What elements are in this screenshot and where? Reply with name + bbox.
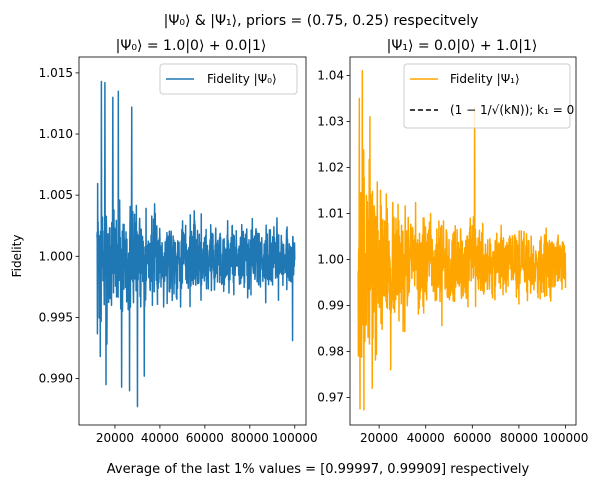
left-x-tick-label: 100000 <box>272 431 318 445</box>
left-legend: Fidelity |Ψ₀⟩ <box>159 63 298 95</box>
left-y-axis-label: Fidelity <box>10 235 24 278</box>
left-legend-box <box>159 63 298 95</box>
right-plot-area: 20000 40000 60000 80000 100000 0.97 0.98 0.99 1.… <box>317 56 589 445</box>
left-x-tick-label: 60000 <box>186 431 224 445</box>
right-y-tick-label: 1.03 <box>317 114 344 128</box>
right-panel: |Ψ₁⟩ = 0.0|0⟩ + 1.0|1⟩ 20000 40000 60000 80… <box>317 38 588 445</box>
right-axes-frame <box>349 56 577 426</box>
right-legend-box <box>403 63 571 129</box>
right-y-tick-label: 0.97 <box>317 390 344 404</box>
right-x-tick-label: 20000 <box>360 431 398 445</box>
left-legend-label: Fidelity |Ψ₀⟩ <box>207 72 277 86</box>
right-legend: Fidelity |Ψ₁⟩ (1 − 1/√(kN)); k₁ = 0 <box>403 63 574 129</box>
left-series-0-line <box>96 80 296 408</box>
left-y-tick-label: 1.005 <box>39 188 73 202</box>
left-panel: |Ψ₀⟩ = 1.0|0⟩ + 0.0|1⟩ Fidelity 20000 400… <box>10 38 318 445</box>
right-y-tick-label: 1.01 <box>317 206 344 220</box>
right-legend-label-bound: (1 − 1/√(kN)); k₁ = 0 <box>450 103 574 117</box>
right-y-tick-label: 1.04 <box>317 68 344 82</box>
left-x-tick-label: 40000 <box>141 431 179 445</box>
left-y-tick-label: 1.010 <box>39 127 73 141</box>
right-x-tick-label: 40000 <box>407 431 445 445</box>
right-legend-label-fidelity: Fidelity |Ψ₁⟩ <box>450 72 520 86</box>
left-y-tick-label: 1.000 <box>39 249 73 263</box>
right-y-tick-label: 0.99 <box>317 298 344 312</box>
right-y-tick-label: 1.02 <box>317 160 344 174</box>
left-y-tick-label: 0.995 <box>39 310 73 324</box>
left-y-tick-label: 0.990 <box>39 372 73 386</box>
left-axes-frame <box>78 56 307 426</box>
right-y-tick-label: 0.98 <box>317 344 344 358</box>
left-y-tick-label: 1.015 <box>39 66 73 80</box>
figure-suptitle: |Ψ₀⟩ & |Ψ₁⟩, priors = (0.75, 0.25) respe… <box>164 13 479 29</box>
left-x-tick-label: 80000 <box>231 431 269 445</box>
right-series-0-line <box>357 70 567 411</box>
right-x-tick-label: 60000 <box>453 431 491 445</box>
left-x-tick-label: 20000 <box>96 431 134 445</box>
right-x-tick-label: 100000 <box>543 431 589 445</box>
left-panel-title: |Ψ₀⟩ = 1.0|0⟩ + 0.0|1⟩ <box>116 38 267 54</box>
right-y-tick-label: 1.00 <box>317 252 344 266</box>
right-x-tick-label: 80000 <box>500 431 538 445</box>
figure-footer: Average of the last 1% values = [0.99997… <box>107 462 530 477</box>
right-panel-title: |Ψ₁⟩ = 0.0|0⟩ + 1.0|1⟩ <box>387 38 538 54</box>
left-plot-area: 20000 40000 60000 80000 100000 0.990 0.995 1.00… <box>39 56 318 445</box>
